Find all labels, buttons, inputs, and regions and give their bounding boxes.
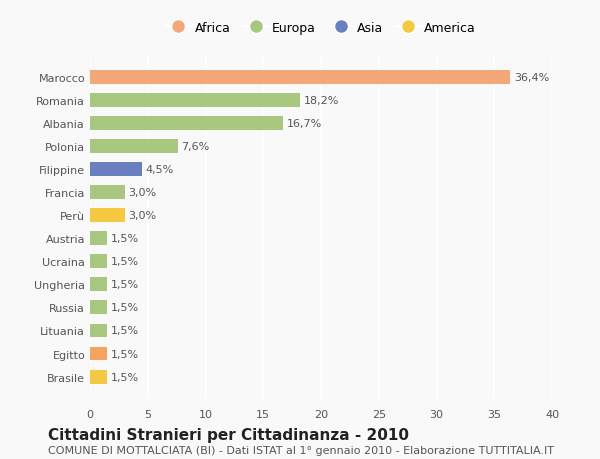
Bar — [90, 71, 511, 84]
Bar — [90, 163, 142, 177]
Text: 18,2%: 18,2% — [304, 95, 339, 106]
Bar — [90, 140, 178, 154]
Text: 1,5%: 1,5% — [111, 280, 139, 290]
Text: 36,4%: 36,4% — [514, 73, 549, 83]
Text: 1,5%: 1,5% — [111, 326, 139, 336]
Text: 1,5%: 1,5% — [111, 257, 139, 267]
Text: 3,0%: 3,0% — [128, 211, 156, 221]
Bar — [90, 255, 107, 269]
Bar — [90, 117, 283, 130]
Bar — [90, 347, 107, 361]
Text: Cittadini Stranieri per Cittadinanza - 2010: Cittadini Stranieri per Cittadinanza - 2… — [48, 427, 409, 442]
Text: 1,5%: 1,5% — [111, 303, 139, 313]
Text: 3,0%: 3,0% — [128, 188, 156, 198]
Text: 1,5%: 1,5% — [111, 234, 139, 244]
Bar — [90, 324, 107, 338]
Text: COMUNE DI MOTTALCIATA (BI) - Dati ISTAT al 1° gennaio 2010 - Elaborazione TUTTIT: COMUNE DI MOTTALCIATA (BI) - Dati ISTAT … — [48, 445, 554, 455]
Text: 1,5%: 1,5% — [111, 349, 139, 359]
Bar — [90, 94, 300, 107]
Text: 7,6%: 7,6% — [181, 142, 209, 151]
Bar — [90, 232, 107, 246]
Bar — [90, 301, 107, 315]
Bar — [90, 370, 107, 384]
Bar — [90, 278, 107, 291]
Bar — [90, 209, 125, 223]
Text: 16,7%: 16,7% — [286, 119, 322, 129]
Text: 1,5%: 1,5% — [111, 372, 139, 382]
Text: 4,5%: 4,5% — [145, 165, 173, 175]
Bar — [90, 186, 125, 200]
Legend: Africa, Europa, Asia, America: Africa, Europa, Asia, America — [161, 17, 481, 39]
